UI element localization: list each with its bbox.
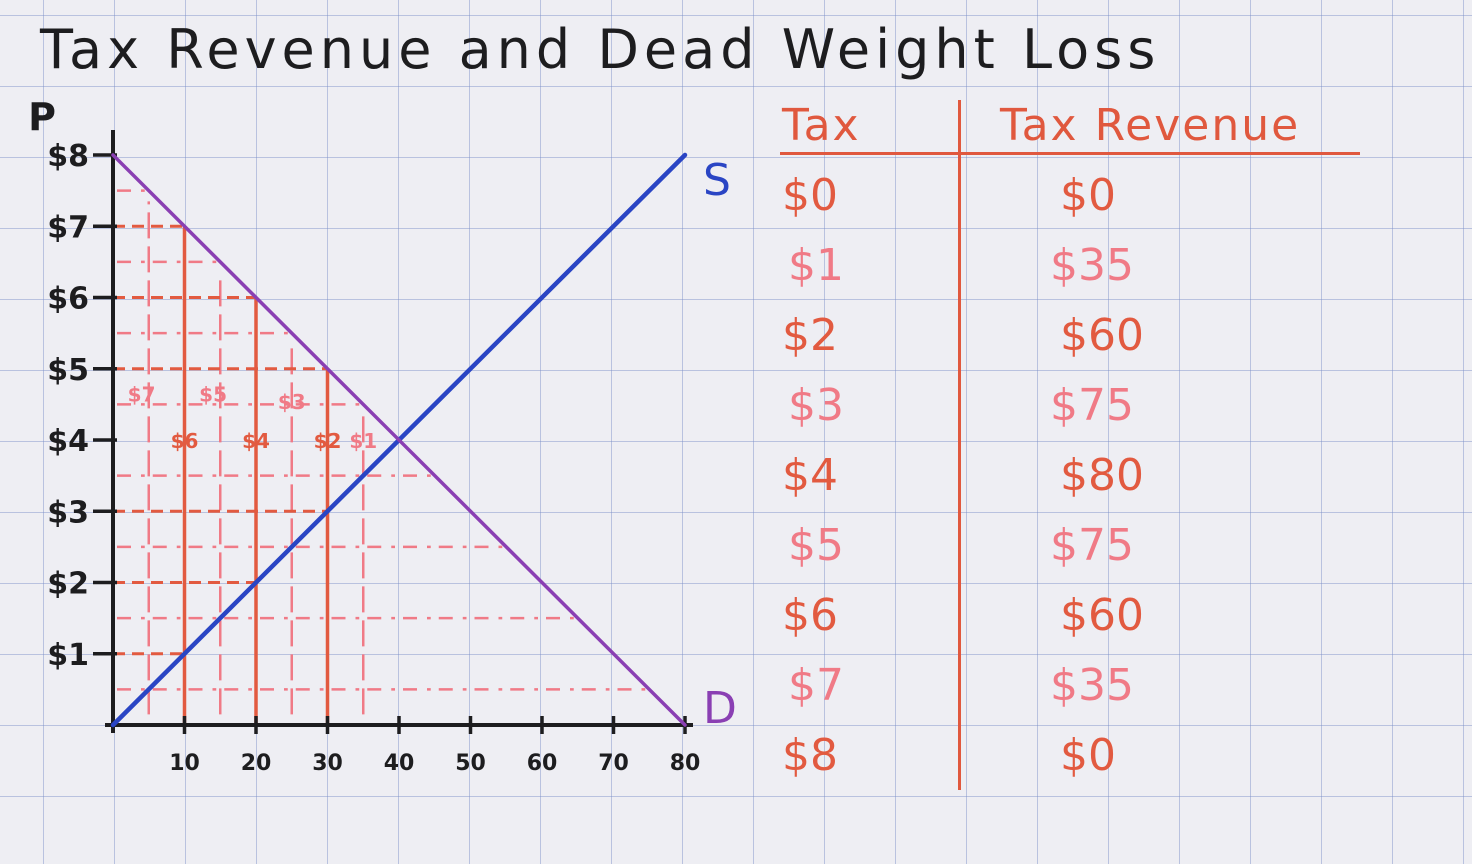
tax-revenue-table: Tax Tax Revenue $0 $0 $1 $35 $2 $60 $3 $75 $4 $80… bbox=[770, 100, 1370, 800]
y-tick-label: $7 bbox=[47, 210, 89, 245]
table-cell-revenue: $0 bbox=[1060, 730, 1116, 781]
x-tick-label: 10 bbox=[169, 751, 200, 776]
y-tick-label: $8 bbox=[47, 139, 89, 174]
chart-grid bbox=[113, 189, 646, 725]
table-cell-revenue: $80 bbox=[1060, 450, 1144, 501]
table-cell-tax: $0 bbox=[782, 170, 838, 221]
table-cell-tax: $6 bbox=[782, 590, 838, 641]
area-label: $3 bbox=[278, 390, 306, 414]
series-label-d: D bbox=[703, 683, 737, 734]
chart-series: SD bbox=[110, 152, 737, 734]
table-cell-revenue: $35 bbox=[1050, 660, 1134, 711]
x-tick-label: 20 bbox=[241, 751, 272, 776]
area-label: $5 bbox=[199, 383, 227, 407]
table-cell-tax: $3 bbox=[788, 380, 844, 431]
table-cell-revenue: $75 bbox=[1050, 520, 1134, 571]
y-tick-label: $1 bbox=[47, 638, 89, 673]
area-label: $2 bbox=[314, 429, 342, 453]
chart-labels: $7 $6$5 $4 $3 $2 $1 bbox=[128, 383, 377, 453]
table-cell-tax: $1 bbox=[788, 240, 844, 291]
x-tick-label: 40 bbox=[384, 751, 415, 776]
table-header-tax-revenue: Tax Revenue bbox=[1000, 100, 1301, 151]
area-label: $1 bbox=[349, 429, 377, 453]
table-header-tax: Tax bbox=[782, 100, 861, 151]
x-tick-label: 50 bbox=[455, 751, 486, 776]
x-tick-label: 80 bbox=[670, 751, 701, 776]
x-tick-label: 30 bbox=[312, 751, 343, 776]
chart-axes: 10 20 30 40 50 60 70 80$1$2$3$4$5$6$7$8P bbox=[28, 95, 700, 776]
area-label: $7 bbox=[128, 383, 156, 407]
x-tick-label: 60 bbox=[527, 751, 558, 776]
table-cell-tax: $2 bbox=[782, 310, 838, 361]
table-cell-revenue: $60 bbox=[1060, 590, 1144, 641]
table-cell-revenue: $0 bbox=[1060, 170, 1116, 221]
series-label-s: S bbox=[703, 155, 731, 206]
page-title: Tax Revenue and Dead Weight Loss bbox=[40, 18, 1161, 81]
table-cell-revenue: $35 bbox=[1050, 240, 1134, 291]
table-cell-tax: $5 bbox=[788, 520, 844, 571]
table-cell-revenue: $75 bbox=[1050, 380, 1134, 431]
series-line-d bbox=[111, 153, 687, 727]
y-tick-label: $2 bbox=[47, 567, 89, 602]
table-cell-tax: $4 bbox=[782, 450, 838, 501]
y-tick-label: $6 bbox=[47, 282, 89, 317]
table-cell-revenue: $60 bbox=[1060, 310, 1144, 361]
y-tick-label: $5 bbox=[47, 353, 89, 388]
x-tick-label: 70 bbox=[598, 751, 629, 776]
table-header-rule bbox=[780, 152, 1360, 155]
area-label: $6 bbox=[171, 429, 199, 453]
y-axis-label: P bbox=[28, 95, 56, 139]
y-tick-label: $3 bbox=[47, 495, 89, 530]
table-column-divider bbox=[958, 100, 961, 790]
table-cell-tax: $8 bbox=[782, 730, 838, 781]
table-cell-tax: $7 bbox=[788, 660, 844, 711]
area-label: $4 bbox=[242, 429, 270, 453]
y-tick-label: $4 bbox=[47, 424, 89, 459]
